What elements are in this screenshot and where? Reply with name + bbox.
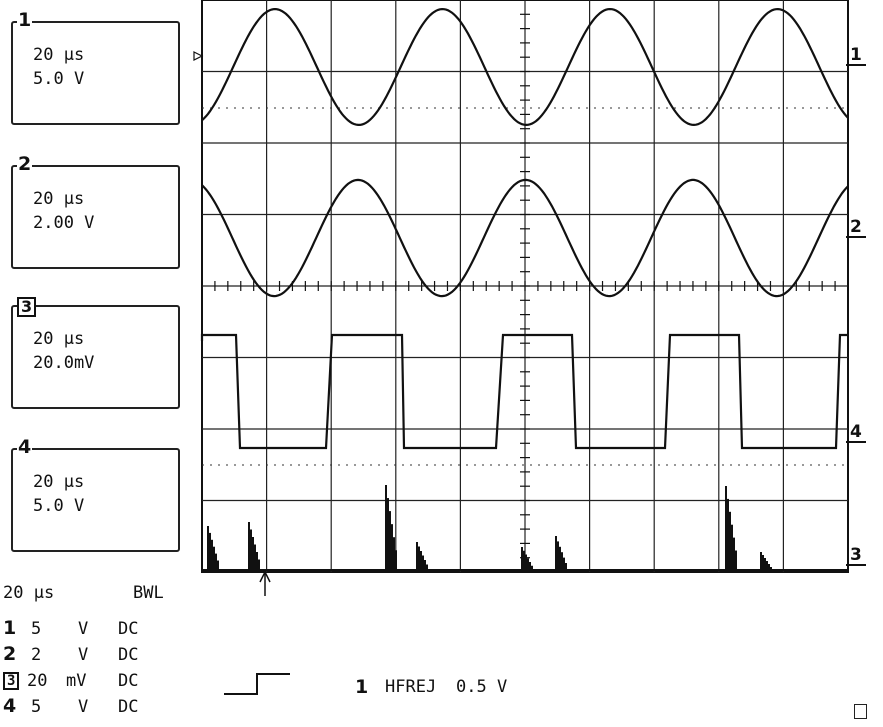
trigger-position-arrow-head (259, 570, 271, 583)
channel-2-number: 2 (17, 153, 33, 175)
summary-row-3-value: 20 (27, 671, 48, 691)
trigger-level-marker-icon (193, 51, 204, 61)
summary-row-4-value: 5 (31, 697, 42, 717)
channel-1-box: 1 20 μs 5.0 V (11, 10, 180, 125)
summary-row-1-value: 5 (31, 619, 42, 639)
scope-traces (200, 7, 849, 572)
channel-4-scale: 5.0 V (33, 496, 85, 516)
trigger-source: 1 (355, 676, 369, 698)
channel-2-box: 2 20 μs 2.00 V (11, 154, 180, 269)
trigger-level: 0.5 V (456, 677, 508, 697)
channel-2-scale: 2.00 V (33, 213, 95, 233)
trace-channel-3 (200, 333, 848, 450)
summary-row-2-value: 2 (31, 645, 42, 665)
status-square-icon (854, 704, 867, 719)
channel-1-scale: 5.0 V (33, 69, 85, 89)
channel-3-number: 3 (17, 297, 37, 317)
scope-markers: 1 2 4 3 (193, 45, 866, 596)
channel-2-timebase: 20 μs (33, 189, 85, 209)
summary-row-2-num: 2 (3, 643, 17, 665)
trigger-mode: HFREJ (385, 677, 437, 697)
channel-4-box: 4 20 μs 5.0 V (11, 437, 180, 552)
summary-row-1-num: 1 (3, 617, 17, 639)
summary-bwl: BWL (133, 583, 164, 603)
summary-row-1-coupling: DC (118, 619, 139, 639)
scope-grid (201, 0, 849, 573)
channel-4-number: 4 (17, 436, 33, 458)
summary-timebase: 20 μs (3, 583, 55, 603)
channel-1-timebase: 20 μs (33, 45, 85, 65)
channel-4-timebase: 20 μs (33, 472, 85, 492)
summary-row-4-num: 4 (3, 695, 17, 717)
summary-row-4-coupling: DC (118, 697, 139, 717)
trace-channel-1 (201, 7, 849, 127)
trace-channel-2 (201, 178, 849, 298)
summary-row-2-coupling: DC (118, 645, 139, 665)
trace-marker-1: 1 (850, 45, 862, 65)
channel-1-number: 1 (17, 9, 33, 31)
summary-row-4-unit: V (78, 697, 89, 717)
summary-row-3-num: 3 (3, 672, 20, 690)
summary-row-3-unit: mV (66, 671, 87, 691)
summary-row-2-unit: V (78, 645, 89, 665)
channel-3-box: 3 20 μs 20.0mV (11, 297, 180, 409)
summary-row-3-coupling: DC (118, 671, 139, 691)
trace-marker-2: 2 (850, 217, 862, 237)
channel-3-timebase: 20 μs (33, 329, 85, 349)
trace-marker-4: 4 (850, 422, 862, 442)
trace-marker-3: 3 (850, 545, 862, 565)
trigger-edge-icon (224, 673, 290, 695)
channel-3-scale: 20.0mV (33, 353, 95, 373)
summary-row-1-unit: V (78, 619, 89, 639)
